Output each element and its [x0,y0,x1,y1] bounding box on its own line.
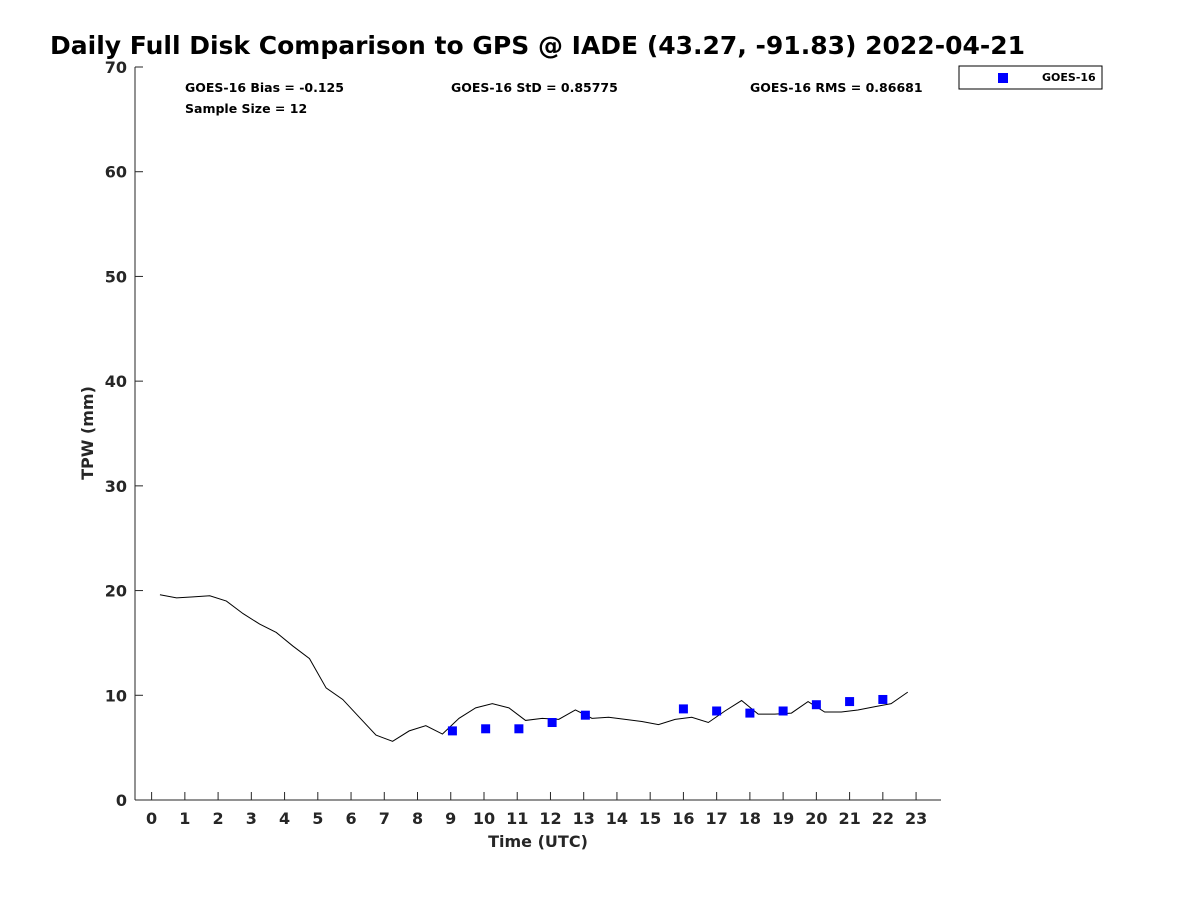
x-tick-label: 15 [639,809,661,828]
x-tick-label: 17 [706,809,728,828]
rms-annotation: GOES-16 RMS = 0.86681 [750,80,923,95]
goes16-point [481,724,491,734]
x-tick-label: 8 [412,809,423,828]
y-axis-label: TPW (mm) [78,386,97,480]
y-tick-label: 0 [116,791,127,810]
legend: GOES-16 [958,65,1103,90]
x-tick-label: 12 [539,809,561,828]
x-tick-label: 14 [606,809,628,828]
y-tick-label: 50 [105,267,127,286]
std-annotation: GOES-16 StD = 0.85775 [451,80,618,95]
x-tick-label: 1 [179,809,190,828]
ticks: 0 1 2 3 4 5 6 7 8 9 10 11 12 13 14 15 16 17 18 19 20 21 22 2301… [105,58,927,828]
goes16-point [678,704,688,714]
axes [134,67,941,801]
bias-annotation: GOES-16 Bias = -0.125 [185,80,344,95]
y-tick-label: 60 [105,163,127,182]
x-tick-label: 4 [279,809,290,828]
legend-label-goes16: GOES-16 [1042,71,1096,84]
x-tick-label: 20 [805,809,827,828]
goes16-point [778,706,788,716]
y-tick-label: 30 [105,477,127,496]
legend-box [958,65,1103,90]
y-tick-label: 20 [105,582,127,601]
goes16-point [811,700,821,710]
x-tick-label: 5 [312,809,323,828]
goes16-series [447,694,888,736]
x-tick-label: 11 [506,809,528,828]
x-tick-label: 7 [379,809,390,828]
gps-series-line [159,594,909,742]
x-tick-label: 0 [146,809,157,828]
series [159,594,909,742]
x-tick-label: 23 [905,809,927,828]
x-axis-label: Time (UTC) [488,832,588,851]
x-tick-label: 9 [445,809,456,828]
x-tick-label: 16 [672,809,694,828]
x-tick-label: 13 [573,809,595,828]
goes16-point [745,708,755,718]
x-tick-label: 6 [345,809,356,828]
goes16-point [712,706,722,716]
x-tick-label: 2 [213,809,224,828]
goes16-point [580,710,590,720]
goes16-point [447,726,457,736]
chart-title: Daily Full Disk Comparison to GPS @ IADE… [50,31,1025,60]
sample-size-annotation: Sample Size = 12 [185,101,307,116]
x-tick-label: 19 [772,809,794,828]
x-tick-label: 22 [872,809,894,828]
x-tick-label: 18 [739,809,761,828]
y-tick-label: 70 [105,58,127,77]
y-tick-label: 40 [105,372,127,391]
x-tick-label: 21 [838,809,860,828]
goes16-point [845,697,855,707]
goes16-point [878,694,888,704]
x-tick-label: 3 [246,809,257,828]
goes16-point [547,718,557,728]
legend-marker-goes16 [998,73,1008,83]
y-tick-label: 10 [105,686,127,705]
goes16-point [514,724,524,734]
x-tick-label: 10 [473,809,495,828]
